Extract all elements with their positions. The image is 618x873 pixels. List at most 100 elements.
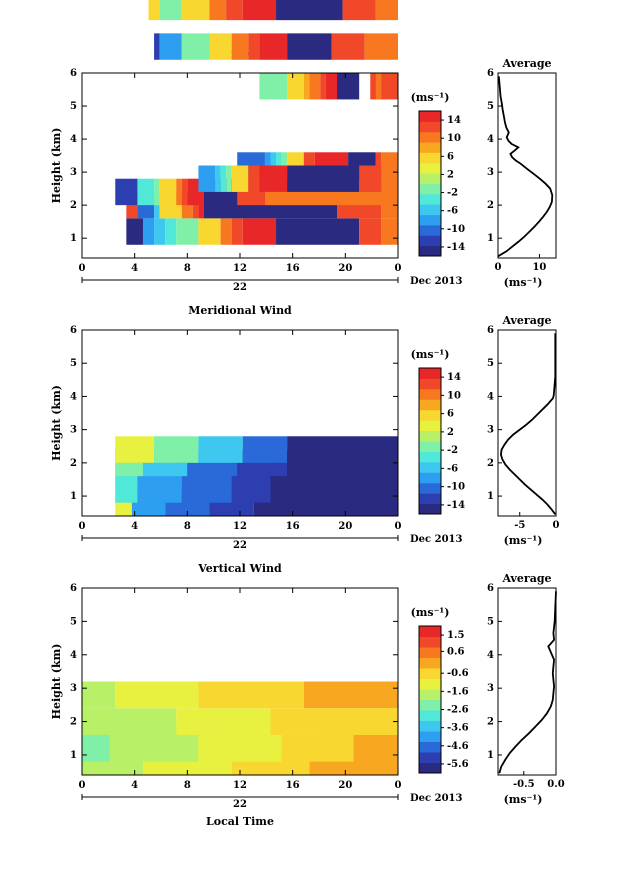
colorbar-tick-label: -14 <box>447 242 465 253</box>
colorbar-swatch <box>419 152 441 164</box>
colorbar-swatch <box>419 472 441 484</box>
colorbar-swatch <box>419 388 441 400</box>
y-tick-label: 6 <box>70 583 77 594</box>
colorbar-swatch <box>419 142 441 153</box>
heatmap-cell <box>287 436 398 463</box>
x-tick-label: 20 <box>338 521 352 532</box>
x-tick-label: 16 <box>286 521 300 532</box>
heatmap-cell <box>370 73 398 100</box>
heatmap-cell <box>242 436 288 463</box>
colorbar-swatch <box>419 430 441 442</box>
x-tick-label: 16 <box>286 263 300 274</box>
month-label: Dec 2013 <box>410 793 462 804</box>
colorbar-tick-label: 10 <box>447 133 461 144</box>
avg-x-tick-label: -5 <box>514 520 525 531</box>
heatmap-cell <box>364 33 398 60</box>
heatmap-cell <box>115 476 138 503</box>
heatmap-cell <box>353 734 398 762</box>
colorbar-tick-label: -10 <box>447 482 465 493</box>
colorbar-swatch <box>419 173 441 184</box>
heatmap-cells <box>82 681 398 775</box>
heatmap-cell <box>331 33 365 60</box>
x-tick-label: 0 <box>395 263 402 274</box>
colorbar-tick-label: -5.6 <box>447 759 469 770</box>
avg-y-tick-label: 5 <box>487 358 494 369</box>
avg-y-tick-label: 2 <box>487 458 494 469</box>
heatmap-cell <box>165 218 177 245</box>
heatmap-cell <box>287 165 360 192</box>
heatmap-cell <box>231 165 249 192</box>
colorbar-tick-label: -2.6 <box>447 704 469 715</box>
colorbar-frame <box>418 110 442 257</box>
avg-y-tick-label: 3 <box>487 167 494 178</box>
heatmap-cell <box>159 0 182 21</box>
y-tick-label: 6 <box>70 325 77 336</box>
heatmap-cell <box>181 0 210 21</box>
heatmap-cells <box>115 436 398 516</box>
colorbar-unit: (ms⁻¹) <box>411 606 450 619</box>
x-tick-label: 0 <box>395 780 402 791</box>
colorbar-tick-label: 2 <box>447 169 454 180</box>
colorbar-swatch <box>419 731 441 742</box>
y-tick-label: 4 <box>70 391 77 402</box>
heatmap-cell <box>82 681 116 709</box>
y-tick-label: 5 <box>70 101 77 112</box>
heatmap-cell <box>142 218 155 245</box>
x-tick-label: 12 <box>233 521 247 532</box>
colorbar-frame <box>418 625 442 774</box>
y-tick-label: 4 <box>70 650 77 661</box>
month-label: Dec 2013 <box>410 534 462 545</box>
y-tick-label: 4 <box>70 134 77 145</box>
colorbar-tick-label: -6 <box>447 463 458 474</box>
colorbar-swatch <box>419 131 441 143</box>
colorbar-swatch <box>419 368 441 379</box>
avg-x-tick-label: 0 <box>495 262 502 273</box>
y-tick-label: 2 <box>70 200 77 211</box>
avg-x-tick-label: 0 <box>553 520 560 531</box>
colorbar-tick-label: 10 <box>447 390 461 401</box>
heatmap-cell <box>359 165 382 192</box>
colorbar-swatch <box>419 503 441 515</box>
colorbar-swatch <box>419 378 441 390</box>
heatmap-cell <box>276 0 343 21</box>
avg-x-tick-label: 10 <box>532 262 546 273</box>
avg-y-tick-label: 6 <box>487 325 494 336</box>
y-tick-label: 5 <box>70 616 77 627</box>
heatmap-cell <box>303 73 310 100</box>
heatmap-cell <box>359 218 382 245</box>
heatmap-cell <box>281 734 354 762</box>
colorbar-swatch <box>419 162 441 174</box>
x-axis-label: Local Time <box>206 815 274 828</box>
avg-y-tick-label: 4 <box>487 134 494 145</box>
panel-title: Meridional Wind <box>188 304 292 317</box>
heatmap-cell <box>209 33 232 60</box>
heatmap-cell <box>198 165 216 192</box>
heatmap-cell <box>154 218 166 245</box>
heatmap-cell <box>198 436 243 463</box>
colorbar-swatch <box>419 752 441 763</box>
avg-y-tick-label: 5 <box>487 616 494 627</box>
heatmap-cell <box>148 0 160 21</box>
colorbar-tick-label: -3.6 <box>447 723 469 734</box>
colorbar-tick-label: 14 <box>447 372 461 383</box>
x-tick-label: 4 <box>131 521 138 532</box>
colorbar-swatch <box>419 762 441 774</box>
day-label: 22 <box>233 282 247 293</box>
heatmap-cell <box>248 33 260 60</box>
heatmap-cell <box>154 178 160 206</box>
colorbar-swatch <box>419 720 441 732</box>
avg-title: Average <box>501 314 551 327</box>
y-axis-label: Height (km) <box>50 128 63 204</box>
x-tick-label: 8 <box>184 521 191 532</box>
y-tick-label: 2 <box>70 717 77 728</box>
x-tick-label: 20 <box>338 263 352 274</box>
avg-unit-label: (ms⁻¹) <box>504 534 543 547</box>
day-label: 22 <box>233 799 247 810</box>
heatmap-cell <box>325 73 338 100</box>
x-tick-label: 0 <box>79 263 86 274</box>
y-axis-label: Height (km) <box>50 385 63 461</box>
heatmap-cell <box>159 178 177 206</box>
colorbar-tick-label: -0.6 <box>447 668 469 679</box>
